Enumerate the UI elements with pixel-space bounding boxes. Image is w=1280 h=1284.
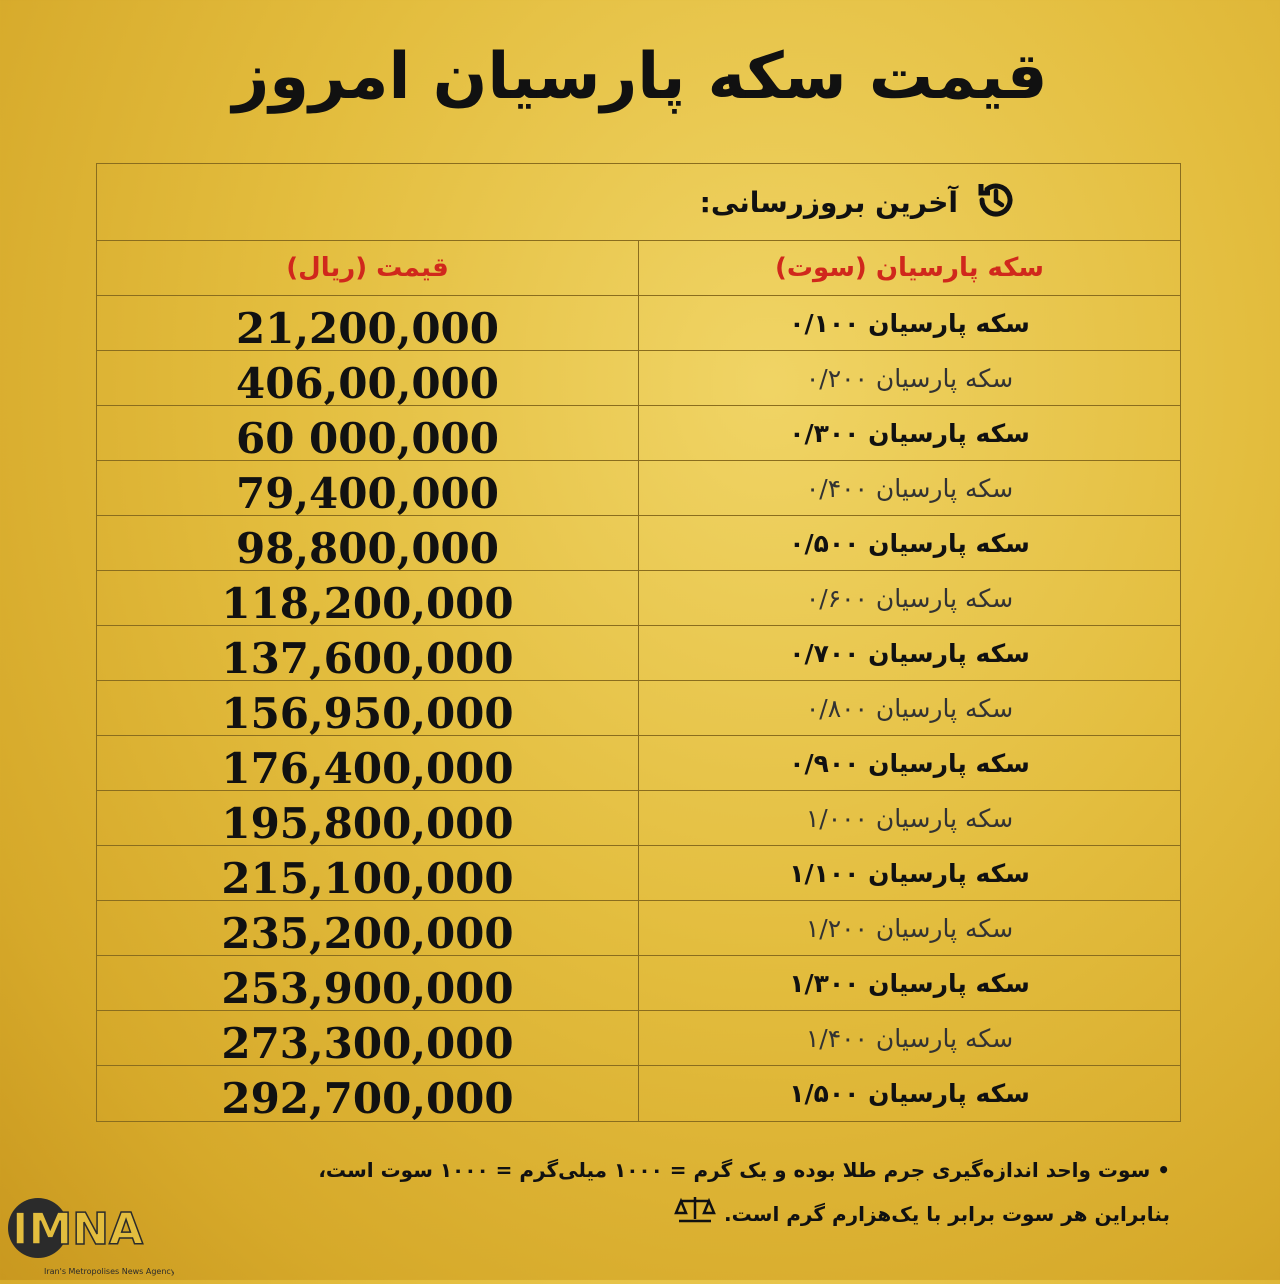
footnote: • سوت واحد اندازه‌گیری جرم طلا بوده و یک… — [318, 1158, 1170, 1226]
table-row: 98,800,000 سکه پارسیان ۰/۵۰۰ — [97, 516, 1180, 573]
price-cell: 406,00,000 — [97, 351, 639, 408]
coin-name-cell: سکه پارسیان ۱/۵۰۰ — [789, 1079, 1030, 1108]
coin-name-cell: سکه پارسیان ۰/۸۰۰ — [805, 693, 1014, 723]
table-row: 406,00,000 سکه پارسیان ۰/۲۰۰ — [97, 351, 1180, 408]
footnote-line-2: بنابراین هر سوت برابر با یک‌هزارم گرم اس… — [724, 1202, 1170, 1226]
price-column-header: قیمت (ریال) — [97, 241, 639, 295]
table-row: 60 000,000 سکه پارسیان ۰/۳۰۰ — [97, 406, 1180, 463]
coin-name-cell: سکه پارسیان ۰/۹۰۰ — [789, 748, 1030, 778]
page-title: قیمت سکه پارسیان امروز — [232, 40, 1048, 114]
price-cell: 176,400,000 — [97, 736, 639, 793]
table-row: 215,100,000 سکه پارسیان ۱/۱۰۰ — [97, 846, 1180, 903]
price-cell: 235,200,000 — [97, 901, 639, 958]
table-row: 156,950,000 سکه پارسیان ۰/۸۰۰ — [97, 681, 1180, 738]
table-row: 253,900,000 سکه پارسیان ۱/۳۰۰ — [97, 956, 1180, 1013]
coin-column-header: سکه پارسیان (سوت) — [775, 253, 1044, 283]
price-cell: 195,800,000 — [97, 791, 639, 848]
price-cell: 98,800,000 — [97, 516, 639, 573]
coin-name-cell: سکه پارسیان ۰/۳۰۰ — [789, 418, 1030, 448]
svg-text:IMNA: IMNA — [12, 1204, 143, 1255]
price-cell: 118,200,000 — [97, 571, 639, 628]
coin-name-cell: سکه پارسیان ۰/۷۰۰ — [789, 638, 1030, 668]
coin-name-cell: سکه پارسیان ۱/۳۰۰ — [789, 968, 1030, 998]
imna-logo: IMNA Iran's Metropolises News Agency — [4, 1196, 176, 1284]
coin-name-cell: سکه پارسیان ۱/۱۰۰ — [789, 858, 1030, 888]
price-cell: 253,900,000 — [97, 956, 639, 1013]
table-row: 195,800,000 سکه پارسیان ۱/۰۰۰ — [97, 791, 1180, 848]
footnote-line-1: سوت واحد اندازه‌گیری جرم طلا بوده و یک گ… — [318, 1158, 1151, 1182]
coin-name-cell: سکه پارسیان ۱/۰۰۰ — [805, 803, 1014, 833]
column-header-row: قیمت (ریال) سکه پارسیان (سوت) — [97, 241, 1180, 296]
price-cell: 60 000,000 — [97, 406, 639, 463]
table-row: 137,600,000 سکه پارسیان ۰/۷۰۰ — [97, 626, 1180, 683]
price-cell: 137,600,000 — [97, 626, 639, 683]
price-cell: 292,700,000 — [97, 1066, 639, 1123]
table-row: 21,200,000 سکه پارسیان ۰/۱۰۰ — [97, 296, 1180, 353]
table-row: 176,400,000 سکه پارسیان ۰/۹۰۰ — [97, 736, 1180, 793]
table-row: 235,200,000 سکه پارسیان ۱/۲۰۰ — [97, 901, 1180, 958]
price-cell: 156,950,000 — [97, 681, 639, 738]
coin-name-cell: سکه پارسیان ۰/۵۰۰ — [789, 528, 1030, 558]
scale-icon — [673, 1197, 717, 1226]
price-cell: 21,200,000 — [97, 296, 639, 353]
clock-history-icon — [972, 176, 1020, 228]
table-row: 292,700,000 سکه پارسیان ۱/۵۰۰ — [97, 1066, 1180, 1123]
coin-name-cell: سکه پارسیان ۰/۶۰۰ — [805, 583, 1014, 613]
coin-name-cell: سکه پارسیان ۰/۱۰۰ — [789, 308, 1030, 338]
price-cell: 273,300,000 — [97, 1011, 639, 1068]
price-table: آخرین بروزرسانی: قیمت (ریال) سکه پارسیان… — [96, 163, 1181, 1123]
coin-name-cell: سکه پارسیان ۰/۴۰۰ — [805, 473, 1014, 503]
update-header: آخرین بروزرسانی: — [97, 164, 1180, 241]
svg-text:Iran's Metropolises News Agenc: Iran's Metropolises News Agency — [44, 1267, 174, 1276]
price-cell: 79,400,000 — [97, 461, 639, 518]
table-row: 118,200,000 سکه پارسیان ۰/۶۰۰ — [97, 571, 1180, 628]
table-row: 273,300,000 سکه پارسیان ۱/۴۰۰ — [97, 1011, 1180, 1068]
table-row: 79,400,000 سکه پارسیان ۰/۴۰۰ — [97, 461, 1180, 518]
coin-name-cell: سکه پارسیان ۰/۲۰۰ — [805, 363, 1014, 393]
coin-name-cell: سکه پارسیان ۱/۲۰۰ — [805, 913, 1014, 943]
coin-name-cell: سکه پارسیان ۱/۴۰۰ — [805, 1023, 1014, 1053]
price-cell: 215,100,000 — [97, 846, 639, 903]
last-update-label: آخرین بروزرسانی: — [699, 185, 958, 219]
